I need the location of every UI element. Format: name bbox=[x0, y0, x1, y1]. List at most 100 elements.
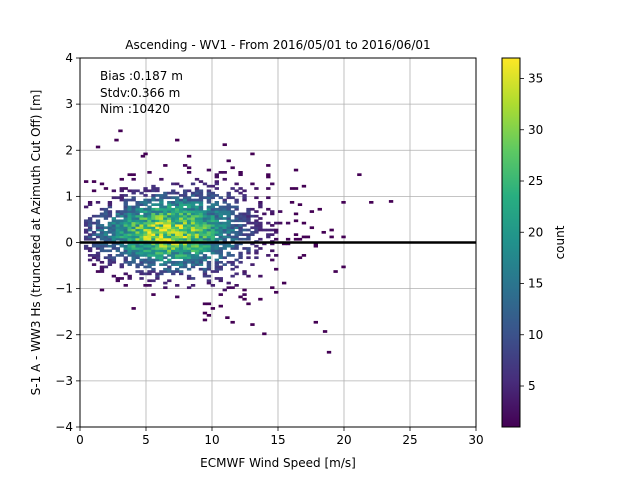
histogram-cell bbox=[198, 237, 204, 241]
histogram-cell bbox=[119, 251, 124, 255]
histogram-cell bbox=[198, 242, 204, 246]
histogram-cell bbox=[175, 221, 180, 225]
histogram-cell bbox=[214, 242, 219, 246]
histogram-cell bbox=[179, 194, 184, 197]
histogram-cell bbox=[143, 251, 148, 255]
histogram-cell bbox=[139, 214, 144, 218]
histogram-cell bbox=[171, 235, 176, 239]
histogram-cell bbox=[131, 235, 136, 239]
histogram-cell bbox=[127, 189, 132, 193]
histogram-cell bbox=[341, 265, 346, 269]
histogram-cell bbox=[131, 214, 136, 218]
histogram-cell bbox=[175, 270, 180, 273]
histogram-cell bbox=[206, 200, 212, 204]
histogram-cell bbox=[115, 235, 120, 239]
histogram-cell bbox=[194, 230, 200, 234]
histogram-cell bbox=[83, 237, 89, 241]
histogram-cell bbox=[127, 237, 132, 241]
x-tick-label: 30 bbox=[468, 433, 483, 447]
histogram-cell bbox=[190, 254, 196, 257]
histogram-cell bbox=[155, 217, 160, 220]
histogram-cell bbox=[115, 254, 120, 257]
histogram-cell bbox=[222, 235, 227, 239]
histogram-cell bbox=[285, 221, 291, 225]
histogram-cell bbox=[202, 196, 208, 200]
histogram-cell bbox=[186, 233, 192, 236]
histogram-cell bbox=[147, 226, 152, 230]
histogram-cell bbox=[167, 270, 172, 273]
histogram-cell bbox=[194, 235, 200, 239]
histogram-cell bbox=[198, 230, 204, 234]
histogram-cell bbox=[190, 263, 196, 266]
histogram-cell bbox=[155, 254, 160, 257]
histogram-cell bbox=[179, 226, 184, 230]
histogram-cell bbox=[107, 200, 113, 204]
histogram-cell bbox=[194, 247, 200, 250]
histogram-cell bbox=[159, 214, 164, 218]
histogram-cell bbox=[123, 207, 128, 211]
histogram-cell bbox=[131, 237, 136, 241]
histogram-cell bbox=[258, 226, 263, 230]
histogram-cell bbox=[258, 203, 263, 206]
histogram-cell bbox=[186, 230, 192, 234]
histogram-cell bbox=[210, 242, 216, 246]
histogram-cell bbox=[83, 235, 89, 239]
histogram-cell bbox=[214, 226, 219, 230]
histogram-cell bbox=[198, 200, 204, 204]
histogram-cell bbox=[242, 237, 247, 241]
histogram-cell bbox=[226, 207, 231, 211]
histogram-cell bbox=[179, 265, 184, 269]
histogram-cell bbox=[186, 251, 192, 255]
histogram-cell bbox=[206, 249, 212, 253]
histogram-cell bbox=[87, 200, 93, 204]
histogram-cell bbox=[218, 221, 223, 225]
histogram-cell bbox=[155, 247, 160, 250]
histogram-cell bbox=[115, 247, 120, 250]
histogram-cell bbox=[250, 242, 255, 246]
histogram-cell bbox=[111, 224, 117, 227]
histogram-cell bbox=[147, 200, 152, 204]
histogram-cell bbox=[159, 207, 164, 211]
histogram-cell bbox=[131, 189, 136, 193]
histogram-cell bbox=[143, 224, 148, 227]
histogram-cell bbox=[147, 214, 152, 218]
histogram-cell bbox=[210, 219, 216, 223]
histogram-cell bbox=[127, 230, 132, 234]
histogram-cell bbox=[95, 226, 101, 230]
histogram-cell bbox=[179, 207, 184, 211]
histogram-cell bbox=[163, 194, 168, 197]
histogram-cell bbox=[115, 226, 120, 230]
histogram-cell bbox=[297, 256, 303, 260]
histogram-cell bbox=[242, 217, 247, 220]
histogram-cell bbox=[194, 214, 200, 218]
histogram-cell bbox=[194, 200, 200, 204]
histogram-cell bbox=[159, 244, 164, 248]
histogram-cell bbox=[99, 244, 105, 248]
histogram-cell bbox=[281, 281, 287, 285]
histogram-cell bbox=[135, 226, 140, 230]
histogram-cell bbox=[202, 182, 208, 186]
histogram-cell bbox=[103, 217, 109, 220]
histogram-cell bbox=[175, 226, 180, 230]
histogram-cell bbox=[131, 212, 136, 216]
histogram-cell bbox=[222, 226, 227, 230]
histogram-cell bbox=[123, 272, 128, 276]
histogram-cell bbox=[131, 256, 136, 260]
histogram-cell bbox=[123, 230, 128, 234]
histogram-cell bbox=[301, 184, 307, 188]
histogram-cell bbox=[341, 235, 346, 239]
histogram-cell bbox=[151, 263, 156, 266]
histogram-cell bbox=[186, 258, 192, 262]
histogram-cell bbox=[179, 221, 184, 225]
histogram-cell bbox=[127, 274, 132, 278]
histogram-cell bbox=[182, 244, 188, 248]
histogram-cell bbox=[123, 194, 128, 197]
histogram-cell bbox=[119, 277, 124, 280]
histogram-cell bbox=[95, 256, 101, 260]
histogram-cell bbox=[151, 254, 156, 257]
histogram-cell bbox=[107, 214, 113, 218]
histogram-cell bbox=[111, 226, 117, 230]
histogram-cell bbox=[218, 293, 223, 296]
histogram-cell bbox=[151, 270, 156, 273]
histogram-cell bbox=[127, 249, 132, 253]
